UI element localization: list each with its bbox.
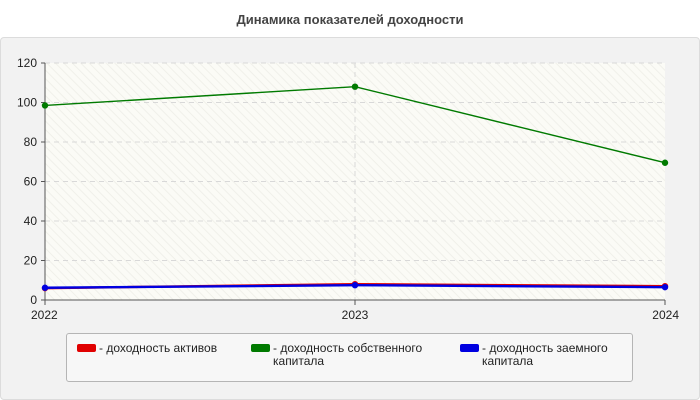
- series-equity-point: [41, 102, 49, 109]
- y-tick-label: 100: [17, 96, 37, 110]
- x-tick-label: 2022: [31, 308, 58, 322]
- y-tick-label: 20: [24, 254, 38, 268]
- x-tick-label: 2024: [652, 308, 679, 322]
- y-tick-label: 80: [24, 135, 38, 149]
- y-tick-label: 60: [24, 175, 38, 189]
- legend: - доходность активов - доходность собств…: [66, 333, 633, 382]
- legend-label-assets: - доходность активов: [99, 341, 218, 355]
- y-tick-label: 120: [17, 56, 37, 70]
- series-equity-point: [661, 159, 669, 166]
- series-equity-point: [351, 83, 359, 90]
- y-tick-label: 40: [24, 214, 38, 228]
- series-debt-point: [41, 284, 49, 291]
- legend-swatch-assets: [77, 344, 96, 352]
- legend-swatch-debt: [460, 344, 479, 352]
- x-tick-label: 2023: [342, 308, 369, 322]
- series-debt-point: [351, 281, 359, 289]
- series-debt-point: [661, 283, 669, 291]
- legend-label-debt: - доходность заемного капитала: [482, 341, 608, 368]
- chart-title: Динамика показателей доходности: [236, 12, 464, 27]
- legend-label-equity: - доходность собственного капитала: [273, 341, 423, 368]
- y-tick-label: 0: [30, 293, 37, 307]
- legend-swatch-equity: [251, 344, 270, 352]
